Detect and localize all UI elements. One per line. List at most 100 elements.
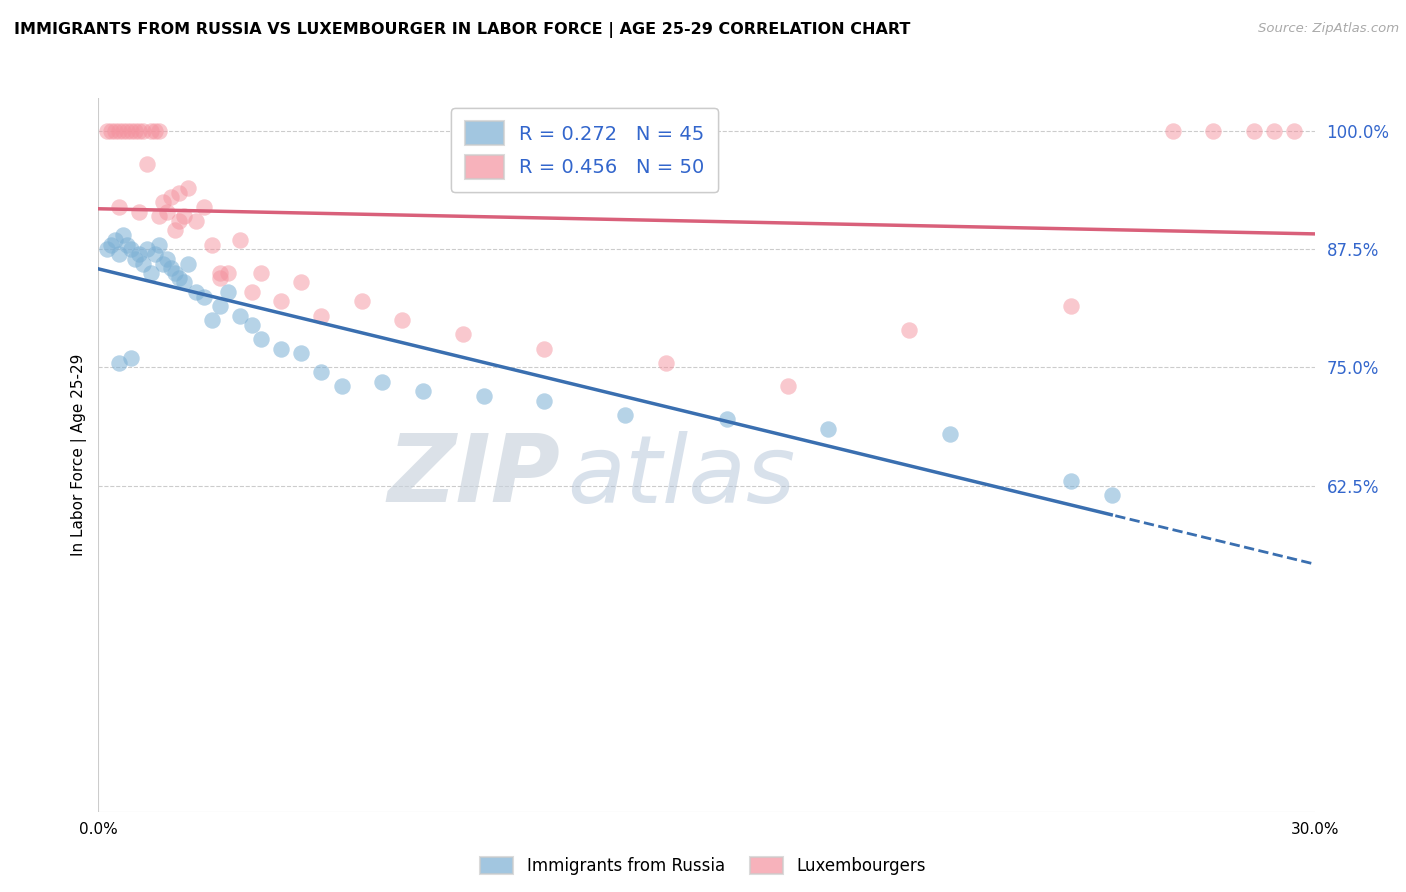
Point [217, 266, 239, 280]
Point [242, 318, 264, 332]
Point [193, 200, 215, 214]
Point [898, 323, 921, 337]
Point [176, 181, 198, 195]
Point [176, 256, 198, 270]
Point [173, 209, 195, 223]
Point [453, 327, 475, 342]
Point [100, 124, 122, 138]
Point [1202, 124, 1225, 138]
Point [169, 186, 191, 200]
Point [472, 389, 495, 403]
Point [290, 276, 312, 290]
Point [201, 237, 224, 252]
Point [107, 124, 129, 138]
Point [614, 408, 637, 422]
Point [229, 233, 252, 247]
Point [209, 270, 232, 285]
Point [152, 256, 174, 270]
Point [156, 252, 179, 266]
Point [111, 228, 134, 243]
Point [1161, 124, 1184, 138]
Point [193, 290, 215, 304]
Point [169, 270, 191, 285]
Point [184, 285, 207, 299]
Point [136, 243, 159, 257]
Legend: R = 0.272   N = 45, R = 0.456   N = 50: R = 0.272 N = 45, R = 0.456 N = 50 [451, 108, 718, 193]
Point [124, 252, 146, 266]
Point [96, 124, 118, 138]
Point [412, 384, 434, 398]
Point [184, 214, 207, 228]
Point [115, 124, 138, 138]
Point [128, 204, 150, 219]
Point [391, 313, 413, 327]
Point [107, 247, 129, 261]
Point [136, 157, 159, 171]
Point [100, 237, 122, 252]
Point [371, 375, 394, 389]
Point [148, 237, 170, 252]
Point [311, 309, 333, 323]
Point [716, 412, 738, 426]
Point [270, 342, 292, 356]
Point [350, 294, 373, 309]
Point [107, 200, 129, 214]
Point [143, 247, 166, 261]
Text: atlas: atlas [567, 431, 794, 522]
Point [1060, 474, 1083, 488]
Point [165, 223, 187, 237]
Legend: Immigrants from Russia, Luxembourgers: Immigrants from Russia, Luxembourgers [474, 850, 932, 882]
Text: Source: ZipAtlas.com: Source: ZipAtlas.com [1258, 22, 1399, 36]
Point [311, 365, 333, 379]
Point [124, 124, 146, 138]
Point [120, 243, 142, 257]
Point [1243, 124, 1265, 138]
Point [209, 299, 232, 313]
Point [817, 422, 839, 436]
Point [120, 124, 142, 138]
Point [217, 285, 239, 299]
Point [776, 379, 799, 393]
Point [270, 294, 292, 309]
Point [1101, 488, 1123, 502]
Point [169, 214, 191, 228]
Point [330, 379, 353, 393]
Point [209, 266, 232, 280]
Point [107, 356, 129, 370]
Point [143, 124, 166, 138]
Point [533, 342, 555, 356]
Text: ZIP: ZIP [388, 430, 561, 523]
Text: IMMIGRANTS FROM RUSSIA VS LUXEMBOURGER IN LABOR FORCE | AGE 25-29 CORRELATION CH: IMMIGRANTS FROM RUSSIA VS LUXEMBOURGER I… [14, 22, 911, 38]
Point [533, 393, 555, 408]
Point [104, 233, 127, 247]
Point [148, 124, 170, 138]
Point [132, 124, 155, 138]
Point [128, 124, 150, 138]
Point [1284, 124, 1306, 138]
Point [165, 266, 187, 280]
Point [115, 237, 138, 252]
Point [132, 256, 155, 270]
Point [160, 190, 183, 204]
Point [148, 209, 170, 223]
Point [120, 351, 142, 365]
Point [201, 313, 224, 327]
Point [939, 426, 962, 441]
Point [249, 266, 271, 280]
Point [96, 243, 118, 257]
Point [1263, 124, 1285, 138]
Point [249, 332, 271, 346]
Point [229, 309, 252, 323]
Point [242, 285, 264, 299]
Point [290, 346, 312, 360]
Point [160, 261, 183, 276]
Point [655, 356, 678, 370]
Point [1060, 299, 1083, 313]
Point [111, 124, 134, 138]
Y-axis label: In Labor Force | Age 25-29: In Labor Force | Age 25-29 [72, 354, 87, 556]
Point [156, 204, 179, 219]
Point [139, 266, 162, 280]
Point [139, 124, 162, 138]
Point [128, 247, 150, 261]
Point [152, 195, 174, 210]
